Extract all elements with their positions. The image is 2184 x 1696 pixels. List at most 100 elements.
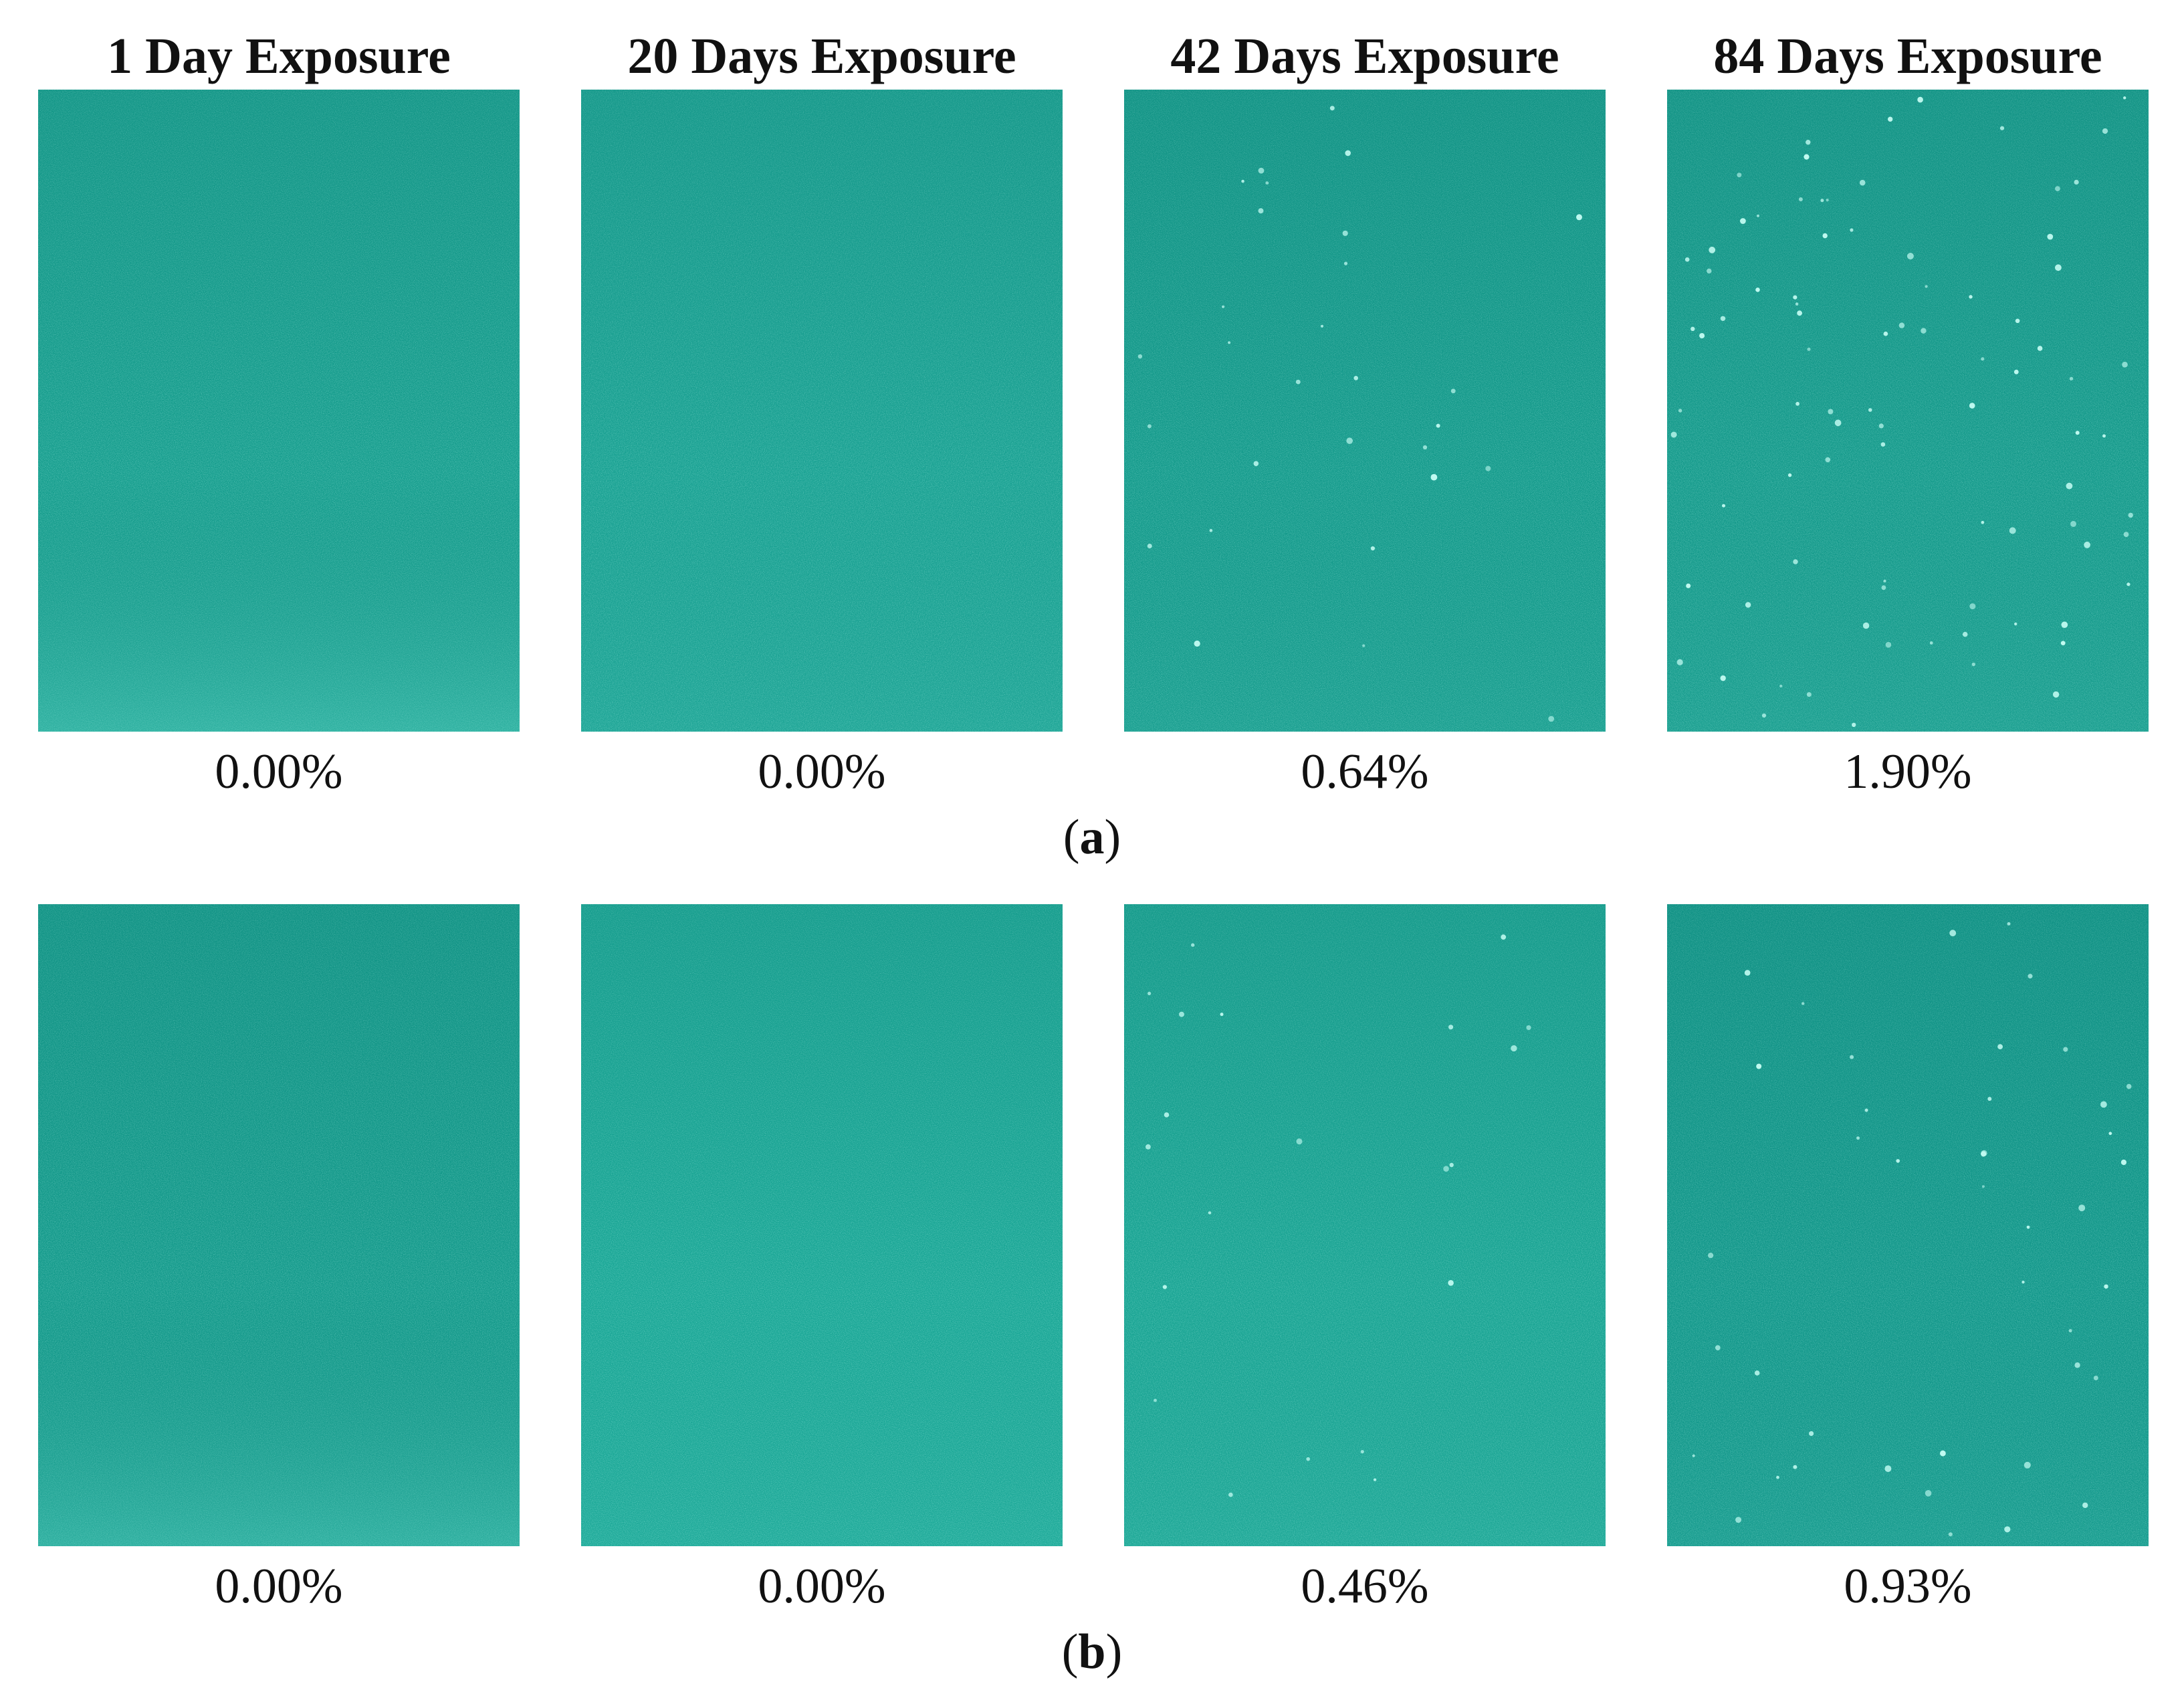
corrosion-speck bbox=[1896, 1159, 1900, 1163]
corrosion-speck bbox=[2007, 922, 2011, 926]
corrosion-speck bbox=[1883, 331, 1888, 336]
corrosion-speck bbox=[2015, 318, 2020, 324]
corrosion-speck bbox=[1804, 154, 1810, 160]
corrosion-speck bbox=[2063, 1047, 2068, 1052]
corrosion-speck bbox=[1709, 246, 1716, 253]
corrosion-speck bbox=[1981, 357, 1985, 361]
corrosion-speck bbox=[1296, 1138, 1303, 1145]
corrosion-speck bbox=[1809, 1431, 1814, 1437]
corrosion-speck bbox=[1852, 722, 1856, 728]
corrosion-speck bbox=[1949, 930, 1957, 937]
corrosion-speck bbox=[1526, 1025, 1531, 1031]
corrosion-speck bbox=[1346, 437, 1353, 444]
corrosion-speck bbox=[2126, 582, 2131, 587]
corrosion-speck bbox=[1443, 1166, 1449, 1172]
corrosion-speck bbox=[1179, 1011, 1184, 1017]
corrosion-speck bbox=[1670, 431, 1677, 438]
corrosion-speck bbox=[1137, 354, 1143, 359]
corrosion-speck bbox=[1929, 641, 1933, 645]
corrosion-speck bbox=[1684, 257, 1690, 262]
corrosion-speck bbox=[1826, 199, 1829, 202]
corrosion-speck bbox=[1885, 641, 1892, 648]
panel-shading bbox=[1667, 904, 2149, 1546]
corrosion-speck bbox=[1881, 585, 1886, 591]
corrosion-speck bbox=[1147, 424, 1152, 429]
corrosion-speck bbox=[2024, 1461, 2031, 1469]
percent-a-42-days: 0.64% bbox=[1301, 744, 1429, 799]
corrosion-speck bbox=[1740, 218, 1746, 224]
sample-photo-a-20-days bbox=[581, 90, 1063, 732]
corrosion-speck bbox=[1850, 1055, 1854, 1059]
panel-shading bbox=[1667, 90, 2149, 732]
corrosion-speck bbox=[1754, 1370, 1760, 1376]
corrosion-speck bbox=[1969, 295, 1973, 299]
sample-photo-b-1-day bbox=[38, 904, 520, 1546]
corrosion-speck bbox=[2026, 1225, 2030, 1229]
corrosion-speck bbox=[2123, 532, 2129, 537]
corrosion-speck bbox=[1878, 423, 1884, 429]
corrosion-speck bbox=[1795, 401, 1799, 406]
corrosion-speck bbox=[2084, 541, 2090, 548]
corrosion-speck bbox=[2108, 1132, 2112, 1136]
corrosion-speck bbox=[2004, 1526, 2011, 1533]
corrosion-speck bbox=[1707, 268, 1712, 274]
corrosion-speck bbox=[1822, 233, 1828, 239]
panel-shading bbox=[1124, 904, 1606, 1546]
corrosion-speck bbox=[1686, 583, 1691, 589]
corrosion-speck bbox=[1148, 991, 1152, 996]
panel-shading bbox=[581, 904, 1063, 1546]
corrosion-speck bbox=[1253, 461, 1259, 466]
corrosion-speck bbox=[2028, 974, 2033, 979]
percent-b-20-days: 0.00% bbox=[758, 1559, 886, 1614]
corrosion-speck bbox=[1856, 1136, 1860, 1140]
corrosion-speck bbox=[1859, 179, 1866, 186]
corrosion-speck bbox=[1343, 261, 1348, 266]
corrosion-speck bbox=[1806, 140, 1811, 145]
corrosion-speck bbox=[1374, 1478, 1377, 1481]
corrosion-speck bbox=[1708, 1253, 1714, 1259]
corrosion-speck bbox=[1883, 579, 1886, 582]
corrosion-speck bbox=[2082, 1502, 2088, 1508]
percent-a-84-days: 1.90% bbox=[1844, 744, 1972, 799]
corrosion-speck bbox=[1194, 640, 1200, 647]
corrosion-speck bbox=[1145, 1144, 1151, 1150]
subfigure-label-b: (b) bbox=[1061, 1624, 1123, 1679]
sample-photo-a-1-day bbox=[38, 90, 520, 732]
corrosion-speck bbox=[2075, 431, 2080, 435]
corrosion-speck bbox=[1501, 934, 1507, 940]
corrosion-speck bbox=[1807, 347, 1811, 351]
corrosion-speck bbox=[1793, 1465, 1797, 1469]
corrosion-speck bbox=[1306, 1457, 1310, 1461]
corrosion-speck bbox=[2093, 1376, 2098, 1380]
percent-a-1-day: 0.00% bbox=[215, 744, 343, 799]
corrosion-speck bbox=[2066, 482, 2073, 490]
corrosion-speck bbox=[1997, 1044, 2003, 1049]
percent-b-1-day: 0.00% bbox=[215, 1559, 343, 1614]
corrosion-speck bbox=[1360, 1450, 1364, 1454]
corrosion-speck bbox=[2123, 96, 2126, 100]
sample-photo-b-20-days bbox=[581, 904, 1063, 1546]
corrosion-speck bbox=[1329, 106, 1335, 111]
corrosion-speck bbox=[1147, 544, 1152, 548]
column-title-84-days: 84 Days Exposure bbox=[1713, 28, 2102, 84]
corrosion-speck bbox=[1962, 631, 1968, 637]
corrosion-speck bbox=[1757, 214, 1759, 217]
corrosion-speck bbox=[1715, 1345, 1721, 1351]
corrosion-speck bbox=[1720, 316, 1726, 321]
corrosion-speck bbox=[2068, 1329, 2072, 1333]
corrosion-speck bbox=[1690, 326, 1695, 331]
corrosion-speck bbox=[1692, 1454, 1695, 1457]
corrosion-speck bbox=[2102, 128, 2108, 134]
corrosion-speck bbox=[1222, 305, 1225, 308]
corrosion-speck bbox=[2074, 179, 2079, 185]
corrosion-speck bbox=[1353, 376, 1358, 381]
corrosion-speck bbox=[2037, 346, 2043, 351]
sample-photo-b-84-days bbox=[1667, 904, 2149, 1546]
corrosion-speck bbox=[1448, 1025, 1454, 1030]
corrosion-speck bbox=[1776, 1475, 1779, 1479]
corrosion-speck bbox=[1834, 419, 1842, 427]
corrosion-speck bbox=[1511, 1045, 1517, 1052]
corrosion-speck bbox=[1258, 167, 1265, 174]
corrosion-speck bbox=[1548, 716, 1555, 722]
corrosion-speck bbox=[1422, 445, 1428, 450]
